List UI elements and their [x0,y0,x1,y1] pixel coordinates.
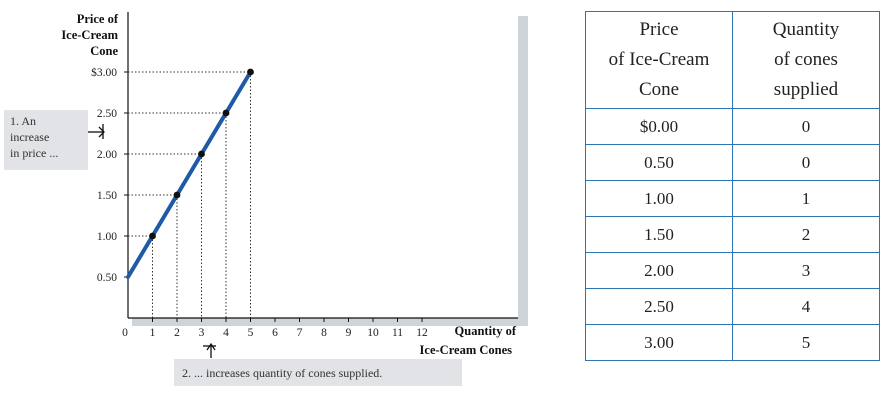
x-tick-label: 7 [297,327,303,339]
table-header-row: Price of Ice-Cream Cone Quantity of cone… [585,11,880,109]
y-tick-label: 1.50 [97,190,117,202]
y-axis-title: Price of [77,12,119,26]
x-axis-title: Quantity of [455,324,517,338]
supply-point [198,150,205,158]
y-axis-title: Ice-Cream [61,28,118,42]
table-row: 3.00 5 [585,324,880,361]
y-tick-label: 2.00 [97,149,117,161]
y-tick-label: 1.00 [97,231,117,243]
supply-point [173,191,181,199]
up-arrow-icon [98,126,105,138]
quantity-cell: 1 [732,180,880,217]
x-tick-label: 9 [346,327,352,339]
price-cell: 3.00 [585,324,733,361]
supply-schedule-table: Price of Ice-Cream Cone Quantity of cone… [585,11,880,361]
price-annotation-text: increase [10,130,49,144]
table-row: 2.50 4 [585,288,880,325]
price-column-header: Price of Ice-Cream Cone [585,11,733,109]
y-tick-label: 2.50 [97,108,117,120]
x-tick-label: 11 [392,327,403,339]
price-cell: 2.00 [585,252,733,289]
quantity-annotation-box [174,359,462,386]
price-annotation-box [4,110,88,170]
table-row: 1.00 1 [585,180,880,217]
plot-background [128,12,518,318]
quantity-cell: 4 [732,288,880,325]
quantity-column-header: Quantity of cones supplied [732,11,880,109]
x-tick-label: 3 [199,327,205,339]
x-axis-title: Ice-Cream Cones [420,343,513,357]
supply-curve-line [126,70,253,279]
right-arrow-icon [206,342,216,351]
table-row: 0.50 0 [585,144,880,181]
supply-point [222,109,230,117]
price-cell: 1.00 [585,180,733,217]
x-tick-label: 6 [272,327,278,339]
price-cell: 0.50 [585,144,733,181]
x-tick-label: 0 [122,327,128,339]
table-row: $0.00 0 [585,108,880,145]
table-row: 1.50 2 [585,216,880,253]
price-annotation-text: 1. An [10,114,36,128]
price-annotation-text: in price ... [10,146,58,160]
supply-point [149,232,156,240]
price-cell: 1.50 [585,216,733,253]
x-tick-label: 4 [223,327,229,339]
quantity-cell: 3 [732,252,880,289]
supply-point [247,68,254,76]
y-tick-label: $3.00 [91,66,117,79]
x-tick-label: 10 [367,327,379,339]
x-tick-label: 1 [150,327,156,339]
x-tick-label: 2 [174,327,180,339]
table-row: 2.00 3 [585,252,880,289]
quantity-cell: 0 [732,144,880,181]
y-tick-label: 0.50 [97,272,117,284]
supply-curve-chart: 0.501.001.502.002.50$3.000 1 2 3 4 5 6 7 8 9 10 11 1… [4,12,528,386]
x-tick-label: 5 [248,327,254,339]
y-axis-title: Cone [90,44,118,58]
quantity-cell: 5 [732,324,880,361]
quantity-annotation-text: 2. ... increases quantity of cones suppl… [182,366,382,380]
x-tick-label: 12 [416,327,428,339]
quantity-cell: 0 [732,108,880,145]
x-tick-label: 8 [321,327,327,339]
price-cell: 2.50 [585,288,733,325]
price-cell: $0.00 [585,108,733,145]
quantity-cell: 2 [732,216,880,253]
